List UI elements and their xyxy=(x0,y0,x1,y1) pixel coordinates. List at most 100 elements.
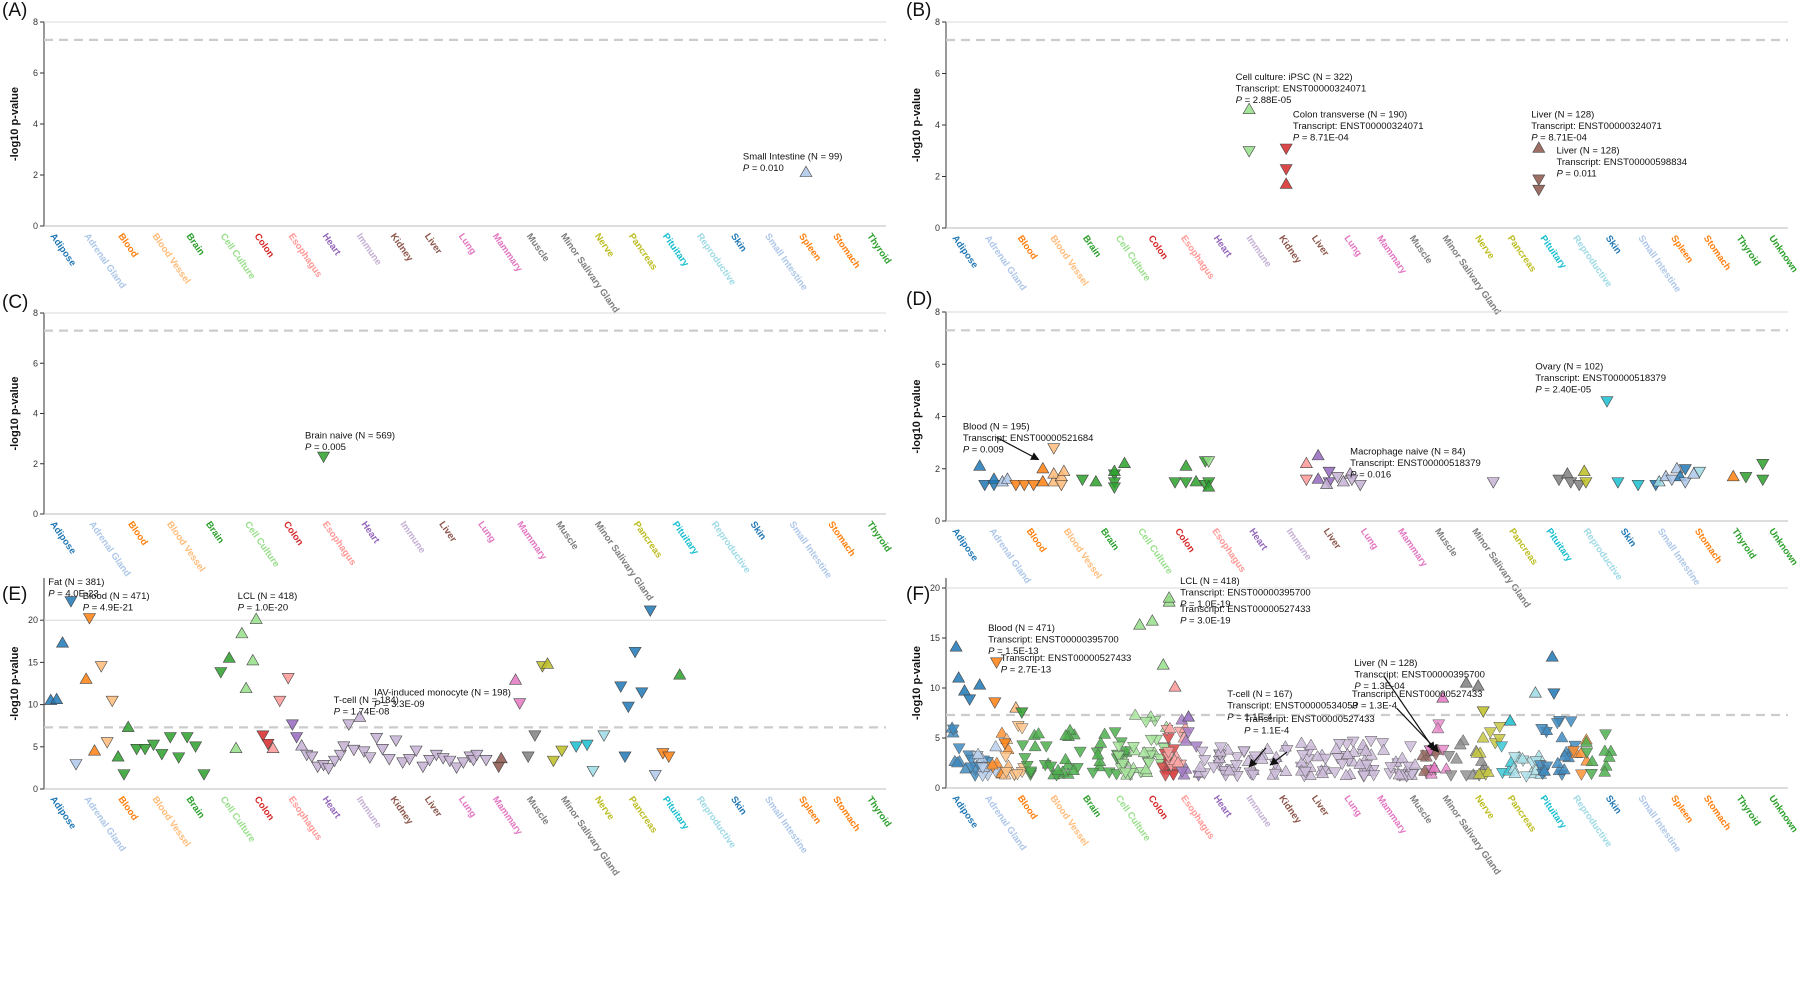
category-tick-label: Pancreas xyxy=(626,794,659,835)
data-point xyxy=(1089,474,1103,487)
data-point xyxy=(370,733,384,745)
category-tick-label: Minor Salivary Gland xyxy=(1440,793,1503,877)
category-tick-label: Adipose xyxy=(950,793,981,830)
data-point xyxy=(130,744,144,756)
y-axis-label: -log10 p-value xyxy=(9,87,21,161)
data-point xyxy=(1163,721,1177,733)
data-point xyxy=(1472,767,1486,779)
data-point xyxy=(1027,479,1041,492)
category-tick-label: Spleen xyxy=(1668,233,1695,265)
data-point xyxy=(396,757,410,769)
point-annotation: Small Intestine (N = 99) P = 0.010 xyxy=(743,152,843,175)
category-tick-label: Pancreas xyxy=(1505,793,1538,834)
data-point xyxy=(222,651,236,663)
data-point xyxy=(479,754,493,767)
data-point xyxy=(246,653,260,666)
category-tick-label: Blood Vessel xyxy=(1061,526,1104,581)
data-point xyxy=(1492,734,1506,746)
y-tick-label: 6 xyxy=(935,359,940,369)
data-point xyxy=(1299,456,1313,469)
category-tick-label: Esophagus xyxy=(1178,793,1216,841)
category-tick-label: Minor Salivary Gland xyxy=(1440,233,1503,317)
data-point xyxy=(1442,751,1456,763)
data-point xyxy=(1557,763,1571,775)
data-point xyxy=(470,749,484,762)
data-point xyxy=(1145,614,1159,626)
data-point xyxy=(1133,618,1147,630)
data-point xyxy=(111,750,125,762)
data-point xyxy=(999,767,1013,779)
category-tick-label: Thyroid xyxy=(1734,793,1763,828)
data-point xyxy=(1298,766,1312,779)
data-point xyxy=(1436,691,1450,703)
data-point xyxy=(1585,769,1598,781)
category-tick-label: Stomach xyxy=(1701,793,1733,832)
data-point xyxy=(1295,736,1308,748)
point-annotation: Blood (N = 471) Transcript: ENST000003957… xyxy=(988,623,1119,657)
point-annotation: T-cell (N = 184) P = 1.74E-08 xyxy=(334,695,399,718)
data-point xyxy=(1693,466,1707,479)
data-point xyxy=(1011,769,1024,781)
category-tick-label: Colon xyxy=(252,231,277,260)
data-point xyxy=(249,612,263,624)
category-tick-label: Skin xyxy=(728,794,749,817)
data-point xyxy=(1550,718,1564,730)
data-point xyxy=(56,636,70,648)
category-tick-label: Muscle xyxy=(1407,793,1434,826)
category-tick-label: Immune xyxy=(1244,793,1274,829)
data-point xyxy=(389,735,403,747)
data-point xyxy=(82,613,96,625)
category-tick-label: Brain xyxy=(203,519,226,545)
data-point xyxy=(317,451,331,464)
category-tick-label: Unknown xyxy=(1766,233,1800,274)
category-tick-label: Adipose xyxy=(950,526,981,563)
category-tick-label: Heart xyxy=(320,794,343,821)
data-point xyxy=(266,741,280,753)
data-point xyxy=(1678,464,1692,476)
data-point xyxy=(513,698,527,710)
data-point xyxy=(618,751,632,763)
y-tick-label: 2 xyxy=(33,459,38,469)
category-tick-label: Kidney xyxy=(388,794,416,827)
data-point xyxy=(375,744,390,756)
data-point xyxy=(342,719,356,731)
data-point xyxy=(146,739,160,752)
data-point xyxy=(229,741,243,753)
y-tick-label: 20 xyxy=(930,583,940,593)
data-point xyxy=(1242,146,1256,158)
y-tick-label: 4 xyxy=(33,409,38,419)
category-tick-label: Kidney xyxy=(1276,793,1304,826)
data-point xyxy=(494,751,508,764)
category-tick-label: Stomach xyxy=(825,519,857,558)
data-point xyxy=(1015,707,1029,719)
data-point xyxy=(978,479,992,492)
data-point xyxy=(239,681,253,694)
data-point xyxy=(64,596,78,608)
category-tick-label: Spleen xyxy=(1668,793,1695,825)
category-tick-label: Muscle xyxy=(1432,526,1459,559)
data-point xyxy=(1156,658,1170,670)
data-point xyxy=(1311,448,1325,461)
category-tick-label: Stomach xyxy=(1692,526,1724,565)
data-point xyxy=(1110,769,1123,781)
point-annotation: Liver (N = 128) Transcript: ENST000003240… xyxy=(1531,109,1662,143)
data-point xyxy=(1091,748,1105,760)
data-point xyxy=(1453,738,1467,750)
data-point xyxy=(1585,754,1599,767)
y-tick-label: 2 xyxy=(33,170,38,180)
data-point xyxy=(1508,766,1522,779)
data-point xyxy=(1073,746,1087,759)
data-point xyxy=(621,701,635,714)
category-tick-label: Pancreas xyxy=(1506,526,1539,567)
category-tick-label: Muscle xyxy=(553,519,580,552)
category-tick-label: Adipose xyxy=(950,233,981,270)
data-point xyxy=(1015,723,1029,735)
category-tick-label: Immune xyxy=(354,231,384,267)
data-point xyxy=(1179,734,1193,746)
data-point xyxy=(1168,680,1182,692)
data-point xyxy=(971,747,985,759)
data-point xyxy=(322,763,336,775)
category-tick-label: Pituitary xyxy=(660,794,691,832)
data-point xyxy=(973,678,987,690)
